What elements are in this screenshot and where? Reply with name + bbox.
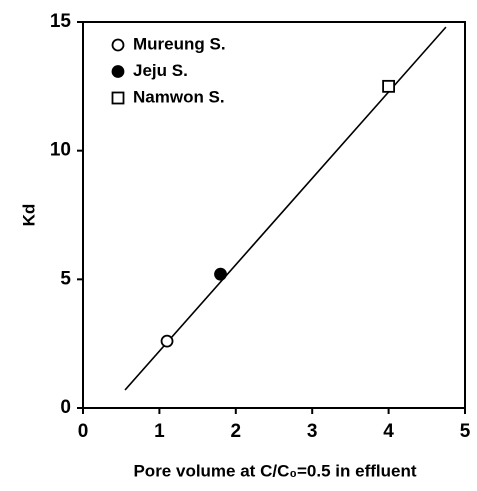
legend-label: Namwon S. bbox=[133, 87, 225, 106]
y-tick-label: 10 bbox=[50, 140, 71, 161]
legend-label: Jeju S. bbox=[133, 61, 188, 80]
y-tick-label: 5 bbox=[60, 268, 71, 289]
marker bbox=[382, 79, 396, 93]
legend-marker bbox=[111, 91, 125, 105]
x-tick-label: 5 bbox=[460, 421, 471, 442]
y-tick-label: 15 bbox=[50, 11, 72, 32]
x-tick-label: 0 bbox=[78, 421, 89, 442]
x-tick-label: 2 bbox=[231, 421, 242, 442]
marker bbox=[160, 334, 174, 348]
legend-marker bbox=[111, 38, 125, 52]
legend-label: Mureung S. bbox=[133, 34, 226, 53]
legend-marker bbox=[111, 65, 125, 78]
y-tick-label: 0 bbox=[60, 397, 71, 418]
x-tick-label: 1 bbox=[154, 421, 165, 442]
y-axis-title: Kd bbox=[19, 204, 38, 227]
marker bbox=[214, 267, 227, 281]
x-tick-label: 3 bbox=[307, 421, 318, 442]
fit-line bbox=[124, 26, 447, 391]
x-tick-label: 4 bbox=[383, 421, 394, 442]
x-axis-title: Pore volume at C/C₀=0.5 in effluent bbox=[133, 461, 416, 480]
plot-frame bbox=[82, 21, 466, 409]
